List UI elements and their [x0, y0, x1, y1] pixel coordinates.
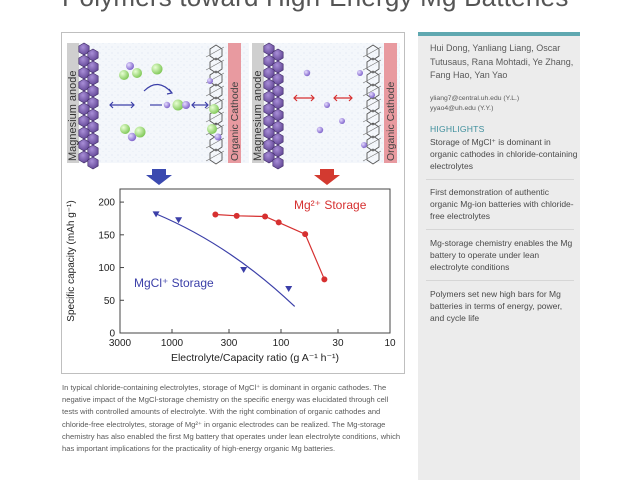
highlight-item: Storage of MgCl⁺ is dominant in organic …: [430, 137, 578, 172]
mg-series-label: Mg²⁺ Storage: [294, 198, 367, 212]
y-tick-label: 100: [98, 263, 115, 274]
mg-data-point: [275, 219, 282, 226]
divider: [426, 179, 574, 180]
mgcl-down-arrow: [146, 169, 172, 185]
x-tick-label: 3000: [109, 338, 132, 349]
info-sidebar: Hui Dong, Yanliang Liang, Oscar Tutusaus…: [418, 32, 580, 480]
mgcl-ion: [172, 99, 190, 111]
y-tick-label: 50: [104, 296, 116, 307]
y-tick-label: 200: [98, 198, 115, 209]
accent-bar: [418, 32, 580, 36]
magnesium-anode-hexagons: [78, 42, 99, 170]
page-title: Polymers toward High-Energy Mg Batteries: [62, 0, 569, 13]
mgcl-trend-line: [155, 213, 296, 307]
y-axis-label: Specific capacity (mAh g⁻¹): [66, 200, 77, 321]
mg-ions: [303, 69, 375, 148]
y-tick-label: 150: [98, 230, 115, 241]
mg-down-arrow: [314, 169, 340, 185]
cathode-label-left: Organic Cathode: [229, 81, 241, 161]
x-tick-label: 10: [384, 338, 396, 349]
mg-trend-line: [215, 213, 325, 280]
email-line[interactable]: yyao4@uh.edu (Y.Y.): [430, 104, 494, 112]
ion-transfer-arrows: [109, 83, 209, 109]
mgcl-data-point: [240, 267, 248, 274]
divider: [426, 280, 574, 281]
anode-label-left: Magnesium anode: [67, 70, 79, 161]
mg-data-point: [212, 211, 219, 218]
y-axis-ticks: 0 50 100 150 200: [98, 198, 124, 340]
x-tick-label: 300: [221, 338, 238, 349]
email-line[interactable]: yliang7@central.uh.edu (Y.L.): [430, 95, 520, 102]
x-tick-label: 100: [273, 338, 290, 349]
divider: [426, 229, 574, 230]
mg-data-point: [321, 276, 328, 283]
abstract-text: In typical chloride-containing electroly…: [62, 383, 401, 454]
magnesium-anode-hexagons: [263, 42, 284, 170]
mgcl-ion: [119, 62, 142, 80]
highlight-item: First demonstration of authentic organic…: [430, 187, 574, 222]
mgcl-ion: [207, 104, 222, 141]
chart-series: [152, 211, 328, 307]
organic-cathode-network: [362, 44, 382, 165]
mg-schematic-panel: Magnesium anode Organic Cathode: [252, 42, 400, 170]
mg-data-point: [262, 213, 269, 220]
x-axis-ticks: 3000 1000 300 100 30 10: [109, 329, 396, 349]
mgcl-ion: [151, 63, 163, 75]
mgcl-data-point: [285, 285, 293, 292]
x-tick-label: 1000: [161, 338, 184, 349]
mgcl-data-point: [152, 211, 160, 218]
contact-emails: yliang7@central.uh.edu (Y.L.) yyao4@uh.e…: [430, 94, 578, 114]
x-axis-label: Electrolyte/Capacity ratio (g A⁻¹ h⁻¹): [171, 352, 339, 364]
graphical-abstract-figure: Magnesium anode Organic Cathode: [61, 32, 405, 374]
x-tick-label: 30: [332, 338, 344, 349]
highlights-heading: HIGHLIGHTS: [430, 124, 485, 134]
y-tick-label: 0: [109, 329, 115, 340]
mgcl-series-label: MgCl⁺ Storage: [134, 276, 214, 290]
mgcl-schematic-panel: Magnesium anode Organic Cathode: [67, 42, 249, 170]
mg-data-point: [233, 212, 240, 219]
author-list: Hui Dong, Yanliang Liang, Oscar Tutusaus…: [430, 43, 574, 80]
highlight-item: Polymers set new high bars for Mg batter…: [430, 289, 563, 324]
mgcl-data-point: [175, 217, 183, 224]
highlight-item: Mg-storage chemistry enables the Mg batt…: [430, 238, 573, 273]
mgcl-ion: [120, 124, 146, 142]
capacity-chart: 0 50 100 150 200 3000 1000 300 100 30 10 Specific…: [66, 188, 396, 364]
title-strip: Polymers toward High-Energy Mg Batteries: [0, 0, 640, 12]
mg-data-point: [302, 231, 309, 238]
plot-frame: [119, 188, 391, 334]
figure-svg: Magnesium anode Organic Cathode: [66, 42, 400, 364]
anode-label-right: Magnesium anode: [252, 70, 264, 161]
mg-transfer-arrows: [293, 94, 353, 102]
cathode-label-right: Organic Cathode: [385, 81, 397, 161]
